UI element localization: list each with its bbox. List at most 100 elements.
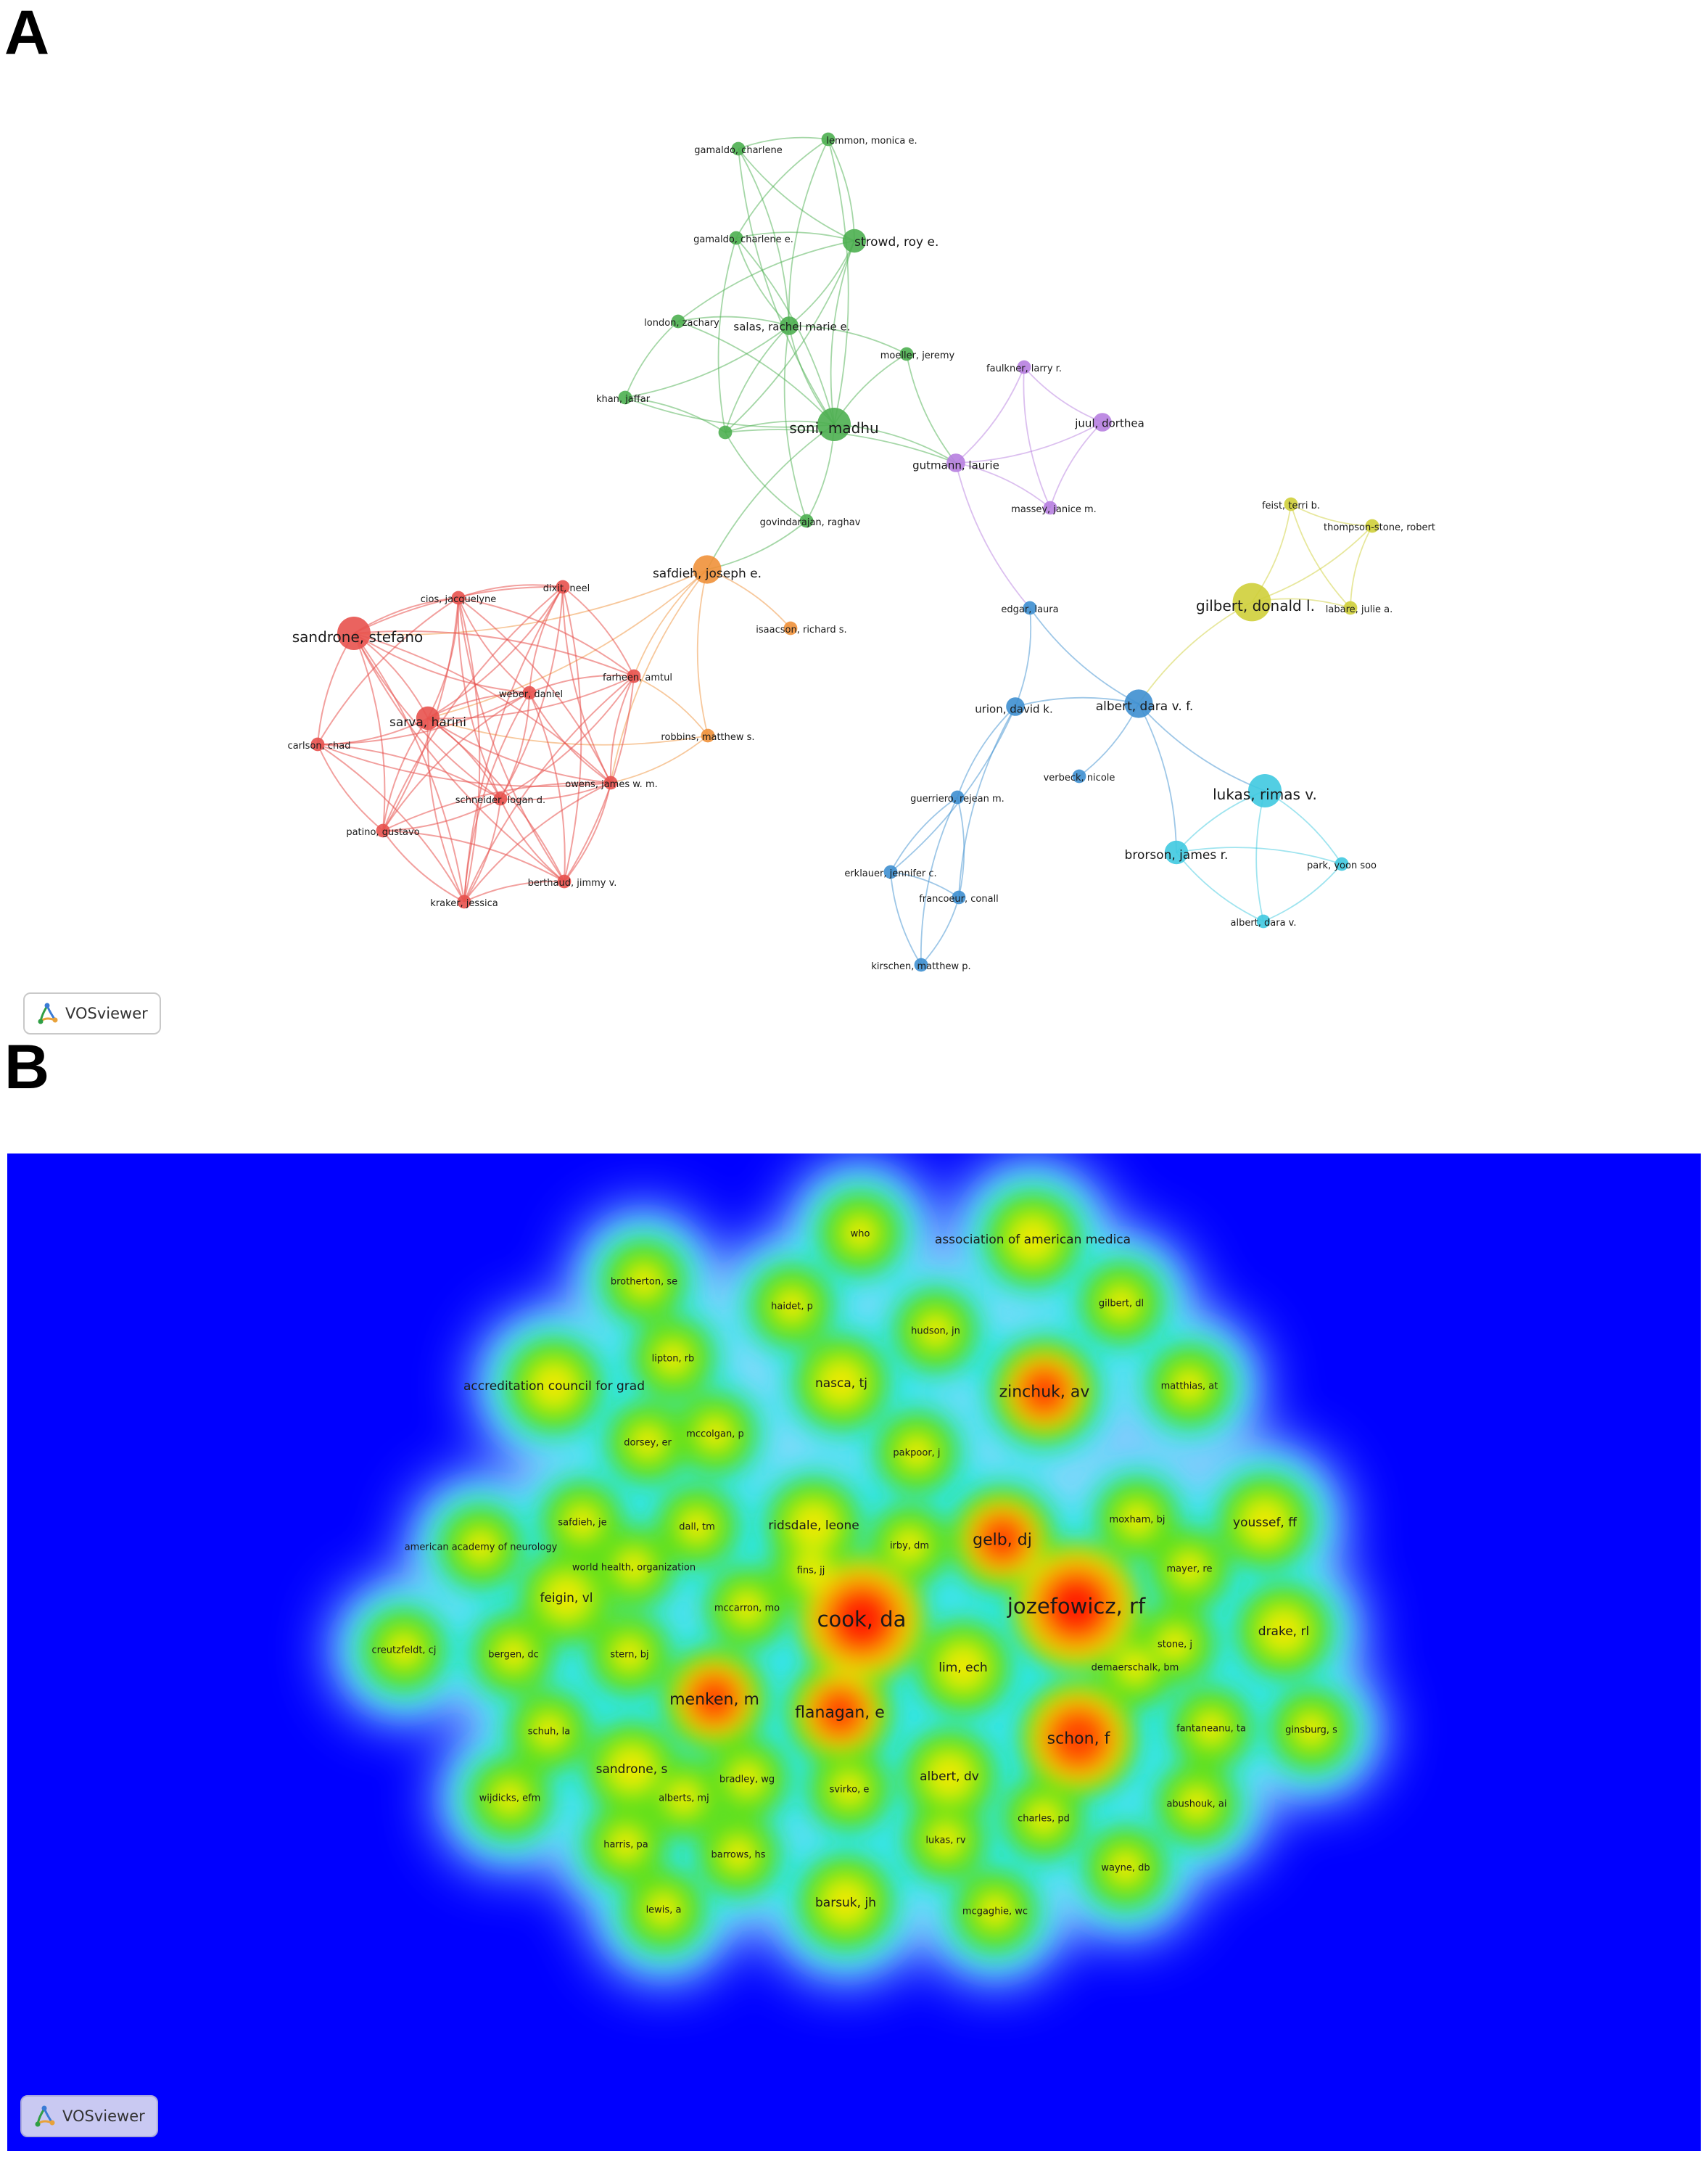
- network-node: [1248, 774, 1282, 807]
- density-map-canvas: who association of american medica brother…: [7, 1153, 1701, 2151]
- density-peak: [970, 1885, 1020, 1936]
- density-peak: [604, 1629, 655, 1679]
- network-edge: [1138, 703, 1177, 853]
- density-peak: [597, 1734, 667, 1804]
- network-edge: [920, 897, 960, 966]
- network-edge: [500, 675, 635, 799]
- density-peak: [638, 1884, 689, 1935]
- density-peak: [779, 1490, 849, 1560]
- density-item-label: hudson, jn: [911, 1326, 960, 1337]
- network-edge: [458, 597, 530, 694]
- vosviewer-badge-text: VOSviewer: [65, 1005, 148, 1022]
- network-edge: [317, 744, 465, 902]
- density-peak: [484, 1772, 535, 1823]
- density-peak: [1018, 1793, 1069, 1843]
- network-edge: [353, 633, 530, 694]
- network-edge: [382, 717, 429, 831]
- density-peak: [811, 1867, 880, 1937]
- network-node-label: juul, dorthea: [1074, 417, 1144, 430]
- network-edges: [317, 136, 1373, 966]
- network-node-label: weber, daniel: [499, 689, 563, 700]
- network-edge: [783, 325, 807, 522]
- density-item-label: stern, bj: [610, 1650, 648, 1661]
- network-node: [627, 669, 641, 683]
- density-peak: [722, 1753, 772, 1804]
- network-node-label: dixit, neel: [543, 583, 590, 594]
- density-item-label: youssef, ff: [1233, 1516, 1297, 1530]
- network-edge: [624, 397, 835, 428]
- density-item-label: bradley, wg: [719, 1775, 775, 1785]
- coauthorship-network: gamaldo, charlene lemmon, monica e. gamald…: [288, 132, 1435, 972]
- network-edge: [1138, 703, 1266, 791]
- network-edge: [463, 675, 635, 902]
- panel-a-letter: A: [4, 0, 50, 67]
- network-edge: [353, 633, 565, 882]
- density-peak: [767, 1280, 817, 1331]
- network-edge: [1263, 863, 1342, 922]
- network-edge: [353, 569, 708, 636]
- density-peak: [884, 1520, 935, 1571]
- network-edge: [735, 237, 790, 326]
- density-item-label: cook, da: [817, 1607, 907, 1632]
- density-peak: [670, 1655, 759, 1743]
- density-peak: [910, 1305, 961, 1356]
- network-node: [451, 591, 466, 605]
- network-edge: [500, 782, 611, 801]
- network-node-label: strowd, roy e.: [854, 235, 938, 250]
- network-node: [310, 737, 325, 752]
- density-item-label: lim, ech: [938, 1661, 987, 1675]
- density-item-label: albert, dv: [920, 1769, 979, 1784]
- network-edge: [317, 597, 459, 745]
- network-node-label: lukas, rimas v.: [1213, 786, 1317, 803]
- network-edge: [957, 706, 1016, 798]
- network-nodes: [310, 132, 1379, 972]
- vosviewer-badge-text: VOSviewer: [62, 2107, 145, 2125]
- density-peak: [958, 1495, 1047, 1584]
- density-item-label: fantaneanu, ta: [1176, 1724, 1246, 1735]
- density-peak: [998, 1204, 1068, 1274]
- network-edge: [1015, 607, 1032, 707]
- density-item-label: schuh, la: [528, 1727, 570, 1738]
- density-peak: [557, 1497, 608, 1547]
- density-item-label: matthias, at: [1161, 1381, 1218, 1392]
- network-node-label: sarva, harini: [389, 715, 466, 730]
- network-edge: [463, 798, 501, 902]
- density-item-label: american academy of neurology: [405, 1542, 558, 1553]
- network-edge: [725, 240, 855, 433]
- network-node: [1164, 840, 1189, 865]
- density-item-label: nasca, tj: [815, 1376, 867, 1391]
- density-core: [1047, 1577, 1105, 1635]
- density-item-label: alberts, mj: [659, 1793, 709, 1804]
- network-edge: [500, 692, 530, 799]
- network-edge: [1290, 503, 1373, 527]
- network-edge: [706, 424, 835, 570]
- density-item-label: dorsey, er: [624, 1438, 672, 1449]
- network-node: [337, 617, 371, 650]
- network-edge: [955, 421, 1103, 464]
- density-hot-layer: [379, 1204, 1337, 1937]
- density-item-label: charles, pd: [1018, 1814, 1070, 1825]
- density-peak: [488, 1629, 539, 1679]
- density-peak: [1286, 1704, 1337, 1755]
- network-edge: [677, 240, 855, 322]
- network-node: [1365, 519, 1379, 533]
- density-peak: [722, 1582, 772, 1633]
- network-node: [799, 514, 814, 528]
- network-edge: [382, 586, 564, 831]
- density-item-label: fins, jj: [797, 1566, 825, 1576]
- network-node: [950, 790, 965, 805]
- network-edge: [564, 782, 611, 882]
- network-node: [1343, 601, 1358, 615]
- network-edge: [955, 462, 1031, 609]
- network-edge: [382, 798, 501, 831]
- density-item-label: wayne, db: [1101, 1863, 1150, 1874]
- network-node: [1232, 583, 1271, 622]
- network-node: [693, 555, 722, 584]
- density-item-label: zinchuk, av: [999, 1383, 1090, 1402]
- network-edge: [1176, 852, 1264, 922]
- density-item-label: association of american medica: [935, 1233, 1131, 1247]
- density-peak: [1164, 1360, 1215, 1411]
- network-node: [1256, 914, 1271, 929]
- density-item-label: lipton, rb: [652, 1354, 695, 1365]
- network-edge: [920, 797, 958, 966]
